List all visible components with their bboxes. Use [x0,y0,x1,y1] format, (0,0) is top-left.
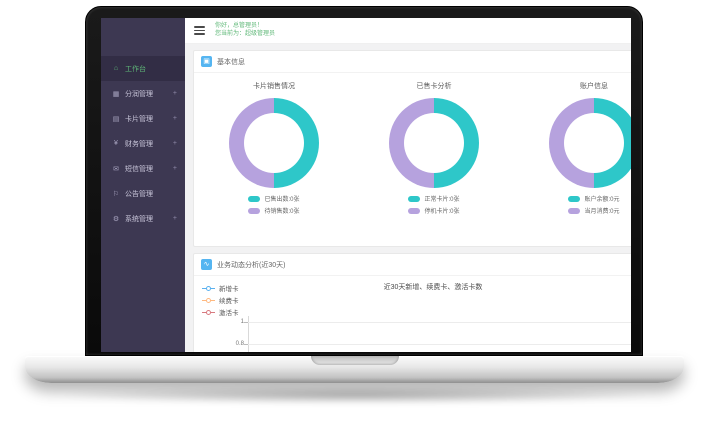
greeting-line-1: 你好，总管理员！ [215,23,264,29]
chart-account-info: 账户信息 账户余额:0元 当月消费:0元 [514,73,631,215]
line-dot-marker-orange [202,297,215,303]
top-header: 你好，总管理员！ 您当前为：超级管理员 [185,18,631,44]
sidebar-item-workbench[interactable]: ⌂ 工作台 [101,56,185,81]
basic-info-card: ▣ 基本信息 卡片销售情况 已售出数:0张 待销售数:0张 [193,50,631,247]
legend-swatch-purple [248,207,261,214]
y-tick-label-1: 1 [240,319,244,325]
legend-item-renew-cards[interactable]: 续费卡 [202,294,239,306]
gridline-0-8 [248,344,631,345]
gear-icon: ⚙ [112,215,120,223]
chart-card-sales: 卡片销售情况 已售出数:0张 待销售数:0张 [194,73,354,215]
legend-label: 待销售数:0张 [264,209,300,215]
sidebar-item-sms[interactable]: ✉ 短信管理 + [101,156,185,181]
legend-swatch-purple [568,207,581,214]
legend-label: 正常卡片:0张 [424,197,460,203]
legend-label: 账户余额:0元 [584,197,620,203]
trend-card-title: 业务动态分析(近30天) [217,261,286,269]
legend-item: 正常卡片:0张 [354,194,514,203]
trend-analysis-card: ∿ 业务动态分析(近30天) 近30天新增、续费卡、激活卡数 新增卡 续费卡 [193,253,631,352]
sidebar-item-label: 财务管理 [125,140,153,148]
envelope-icon: ✉ [113,165,119,173]
main-content: ▣ 基本信息 卡片销售情况 已售出数:0张 待销售数:0张 [185,44,631,352]
y-tickmark [244,344,248,345]
legend-swatch-teal [568,195,581,202]
basic-info-card-header: ▣ 基本信息 [194,51,631,73]
line-chart-area: 近30天新增、续费卡、激活卡数 新增卡 续费卡 激活卡 [194,276,631,352]
legend-item: 当月消费:0元 [514,206,631,215]
chart-title: 卡片销售情况 [253,83,295,90]
legend-label: 激活卡 [219,310,239,317]
sidebar-item-label: 短信管理 [125,165,153,173]
basic-info-title: 基本信息 [217,58,245,66]
sidebar-item-label: 卡片管理 [125,115,153,123]
expand-icon: + [172,140,177,147]
sidebar-item-label: 工作台 [125,65,146,73]
card-icon: ▤ [112,115,120,123]
legend-item-activated-cards[interactable]: 激活卡 [202,306,239,318]
legend-swatch-purple [408,207,421,214]
laptop-shadow [55,386,655,404]
sidebar-item-notice[interactable]: ⚐ 公告管理 [101,181,185,206]
legend-item: 停机卡片:0张 [354,206,514,215]
expand-icon: + [172,115,177,122]
sidebar-item-label: 分润管理 [125,90,153,98]
donut-chart-sold-analysis [389,98,479,188]
bell-icon: ⚐ [112,190,120,198]
info-panel-icon: ▣ [201,56,212,67]
expand-icon: + [172,165,177,172]
y-axis-line [248,316,249,352]
sidebar-item-cards[interactable]: ▤ 卡片管理 + [101,106,185,131]
laptop-screen: ⌂ 工作台 ▦ 分润管理 + ▤ 卡片管理 + ¥ 财务管理 + ✉ 短信管理 [101,18,631,352]
y-tickmark [244,322,248,323]
home-icon: ⌂ [113,65,119,72]
legend-label: 新增卡 [219,286,239,293]
legend-label: 当月消费:0元 [584,209,620,215]
line-chart-legend: 新增卡 续费卡 激活卡 [202,282,239,318]
line-chart-title: 近30天新增、续费卡、激活卡数 [383,284,483,291]
profit-icon: ▦ [112,90,120,98]
y-tick-label-0-8: 0.8 [235,341,244,347]
donut-chart-account-info [549,98,631,188]
expand-icon: + [172,215,177,222]
sidebar-item-system[interactable]: ⚙ 系统管理 + [101,206,185,231]
chart-sold-analysis: 已售卡分析 正常卡片:0张 停机卡片:0张 [354,73,514,215]
legend-label: 续费卡 [219,298,239,305]
sidebar-item-profit[interactable]: ▦ 分润管理 + [101,81,185,106]
donut-chart-card-sales [229,98,319,188]
legend-label: 停机卡片:0张 [424,209,460,215]
chart-panel-icon: ∿ [201,259,212,270]
legend-swatch-teal [248,195,261,202]
expand-icon: + [172,90,177,97]
legend-item: 账户余额:0元 [514,194,631,203]
legend-item: 待销售数:0张 [194,206,354,215]
menu-toggle-icon[interactable] [194,26,205,35]
donut-charts-row: 卡片销售情况 已售出数:0张 待销售数:0张 已售卡分析 [194,73,631,215]
trend-card-header: ∿ 业务动态分析(近30天) [194,254,631,276]
sidebar-item-label: 系统管理 [125,215,153,223]
sidebar-item-label: 公告管理 [125,190,153,198]
laptop-base-notch [310,356,399,365]
sidebar-item-finance[interactable]: ¥ 财务管理 + [101,131,185,156]
yuan-icon: ¥ [114,140,118,147]
legend-label: 已售出数:0张 [264,197,300,203]
line-dot-marker-blue [202,285,215,291]
line-dot-marker-red [202,309,215,315]
gridline-1 [248,322,631,323]
user-greeting: 你好，总管理员！ 您当前为：超级管理员 [215,23,275,38]
greeting-line-2: 您当前为：超级管理员 [215,31,276,37]
legend-swatch-teal [408,195,421,202]
sidebar-nav: ⌂ 工作台 ▦ 分润管理 + ▤ 卡片管理 + ¥ 财务管理 + ✉ 短信管理 [101,18,185,352]
chart-title: 已售卡分析 [416,83,452,90]
legend-item: 已售出数:0张 [194,194,354,203]
legend-item-new-cards[interactable]: 新增卡 [202,282,239,294]
chart-title: 账户信息 [580,83,608,90]
